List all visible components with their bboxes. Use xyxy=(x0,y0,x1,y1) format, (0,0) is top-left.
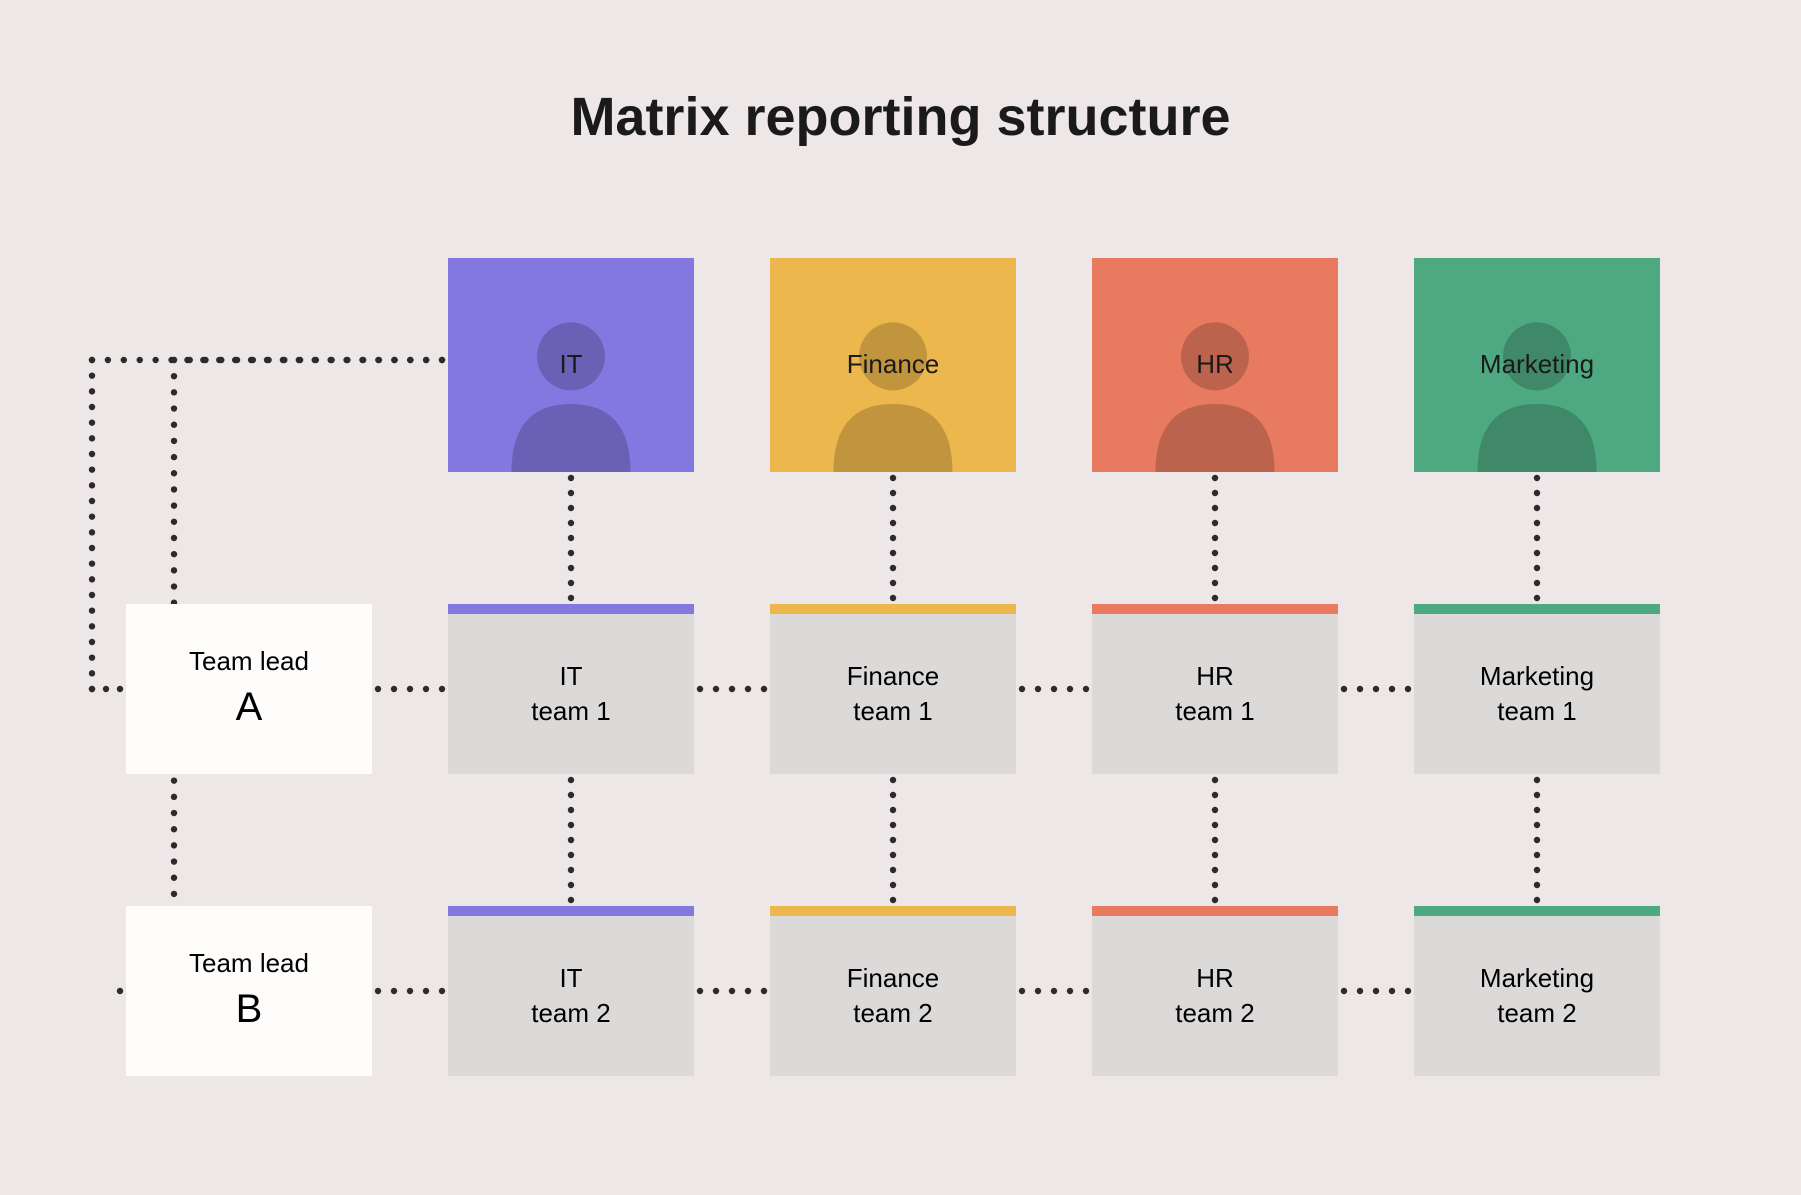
team-lead-box-b: Team leadB xyxy=(126,906,372,1076)
team-lead-label: Team lead xyxy=(189,946,309,981)
team-label-line2: team 1 xyxy=(531,694,611,729)
team-box: HRteam 1 xyxy=(1092,604,1338,774)
team-label-line2: team 1 xyxy=(1497,694,1577,729)
team-box: Financeteam 2 xyxy=(770,906,1016,1076)
team-label-line1: HR xyxy=(1196,961,1234,996)
team-label-line2: team 1 xyxy=(853,694,933,729)
team-label-line1: IT xyxy=(559,961,582,996)
team-box: HRteam 2 xyxy=(1092,906,1338,1076)
team-label-line2: team 1 xyxy=(1175,694,1255,729)
team-lead-letter: A xyxy=(236,680,263,734)
dept-box-finance: Finance xyxy=(770,258,1016,472)
team-label-line2: team 2 xyxy=(1497,996,1577,1031)
diagram-title: Matrix reporting structure xyxy=(0,86,1801,148)
team-label-line2: team 2 xyxy=(531,996,611,1031)
team-label-line1: IT xyxy=(559,659,582,694)
diagram-canvas: Matrix reporting structure IT Finance HR… xyxy=(0,0,1801,1195)
team-box: Financeteam 1 xyxy=(770,604,1016,774)
team-label-line2: team 2 xyxy=(853,996,933,1031)
team-label-line1: Finance xyxy=(847,659,940,694)
dept-label: Marketing xyxy=(1480,347,1594,382)
dept-box-hr: HR xyxy=(1092,258,1338,472)
team-label-line2: team 2 xyxy=(1175,996,1255,1031)
team-label-line1: Marketing xyxy=(1480,659,1594,694)
dept-box-marketing: Marketing xyxy=(1414,258,1660,472)
team-box: Marketingteam 1 xyxy=(1414,604,1660,774)
team-box: ITteam 2 xyxy=(448,906,694,1076)
team-box: ITteam 1 xyxy=(448,604,694,774)
team-label-line1: Finance xyxy=(847,961,940,996)
team-lead-label: Team lead xyxy=(189,644,309,679)
team-label-line1: Marketing xyxy=(1480,961,1594,996)
dept-label: HR xyxy=(1196,347,1234,382)
team-lead-letter: B xyxy=(236,982,263,1036)
dept-label: Finance xyxy=(847,347,940,382)
dept-label: IT xyxy=(559,347,582,382)
dept-box-it: IT xyxy=(448,258,694,472)
team-label-line1: HR xyxy=(1196,659,1234,694)
team-box: Marketingteam 2 xyxy=(1414,906,1660,1076)
team-lead-box-a: Team leadA xyxy=(126,604,372,774)
